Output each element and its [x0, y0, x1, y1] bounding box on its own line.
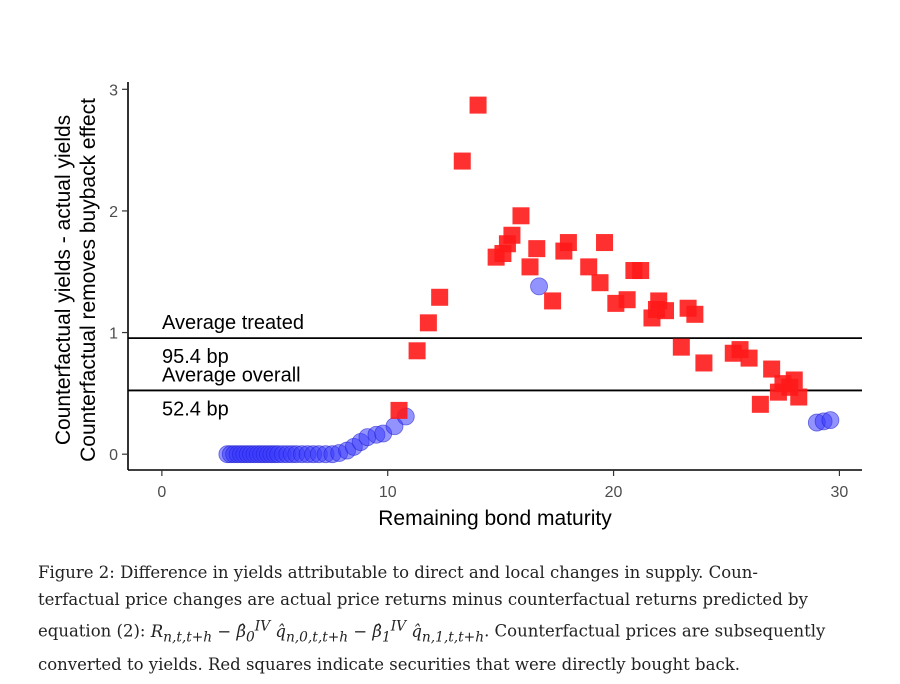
point-square — [580, 258, 598, 276]
y-tick-label: 3 — [109, 82, 118, 99]
point-square — [512, 207, 530, 225]
point-square — [672, 338, 690, 356]
point-square — [686, 305, 704, 323]
point-square — [544, 292, 562, 310]
reference-line-value: 52.4 bp — [162, 398, 229, 420]
point-square — [763, 360, 781, 378]
point-square — [419, 314, 437, 332]
point-square — [790, 388, 808, 406]
reference-line-label: Average overall — [162, 364, 301, 386]
point-square — [453, 152, 471, 170]
y-axis-title-line-1: Counterfactual yields - actual yields — [52, 115, 75, 445]
point-circle — [821, 411, 840, 430]
caption-line-3: equation (2): Rn,t,t+h − β̂0IV q̂n,0,t,t… — [38, 613, 876, 651]
x-axis-title: Remaining bond maturity — [378, 507, 612, 530]
caption-line-1: Figure 2: Difference in yields attributa… — [38, 563, 758, 582]
caption-equation: Rn,t,t+h − β̂0IV q̂n,0,t,t+h − β̂1IV q̂n… — [150, 618, 485, 645]
point-square — [503, 226, 521, 244]
point-square — [559, 234, 577, 252]
point-square — [521, 258, 539, 276]
x-tick-label: 10 — [379, 484, 397, 501]
point-square — [785, 371, 803, 389]
scatter-chart: 0 10 20 30 0 1 2 3 Average treated 95.4 bpAverag… — [52, 82, 862, 530]
caption-line-4: converted to yields. Red squares indicat… — [38, 654, 740, 674]
point-square — [632, 262, 650, 280]
y-tick-label: 0 — [109, 447, 118, 464]
y-axis-title-line-2: Counterfactual removes buyback effect — [77, 98, 100, 462]
x-tick-label: 0 — [157, 484, 166, 501]
point-square — [740, 349, 758, 367]
point-square — [657, 302, 675, 320]
point-square — [528, 240, 546, 258]
reference-line-label: Average treated — [162, 312, 304, 334]
data-points — [218, 96, 840, 464]
x-tick-label: 20 — [605, 484, 623, 501]
point-square — [469, 96, 487, 114]
point-circle — [530, 277, 548, 296]
point-square — [431, 288, 449, 306]
point-square — [751, 395, 769, 413]
axis-labels: Remaining bond maturity Counterfactual yi… — [52, 98, 612, 530]
point-square — [695, 354, 713, 372]
point-square — [596, 234, 614, 252]
caption-line-3-prefix: equation (2): — [38, 621, 151, 641]
caption-line-2: terfactual price changes are actual pric… — [38, 590, 808, 609]
point-square — [591, 274, 609, 292]
point-square — [408, 342, 426, 360]
x-tick-label: 30 — [831, 484, 849, 501]
reference-line-value: 95.4 bp — [162, 346, 229, 368]
point-square — [390, 401, 408, 419]
point-square — [618, 291, 636, 309]
y-tick-label: 1 — [109, 326, 118, 343]
y-tick-label: 2 — [109, 204, 118, 221]
axes: 0 10 20 30 0 1 2 3 — [109, 82, 862, 501]
figure-caption: Figure 2: Difference in yields attributa… — [38, 559, 876, 678]
caption-line-3-suffix: . Counterfactual prices are subsequently — [484, 621, 826, 641]
